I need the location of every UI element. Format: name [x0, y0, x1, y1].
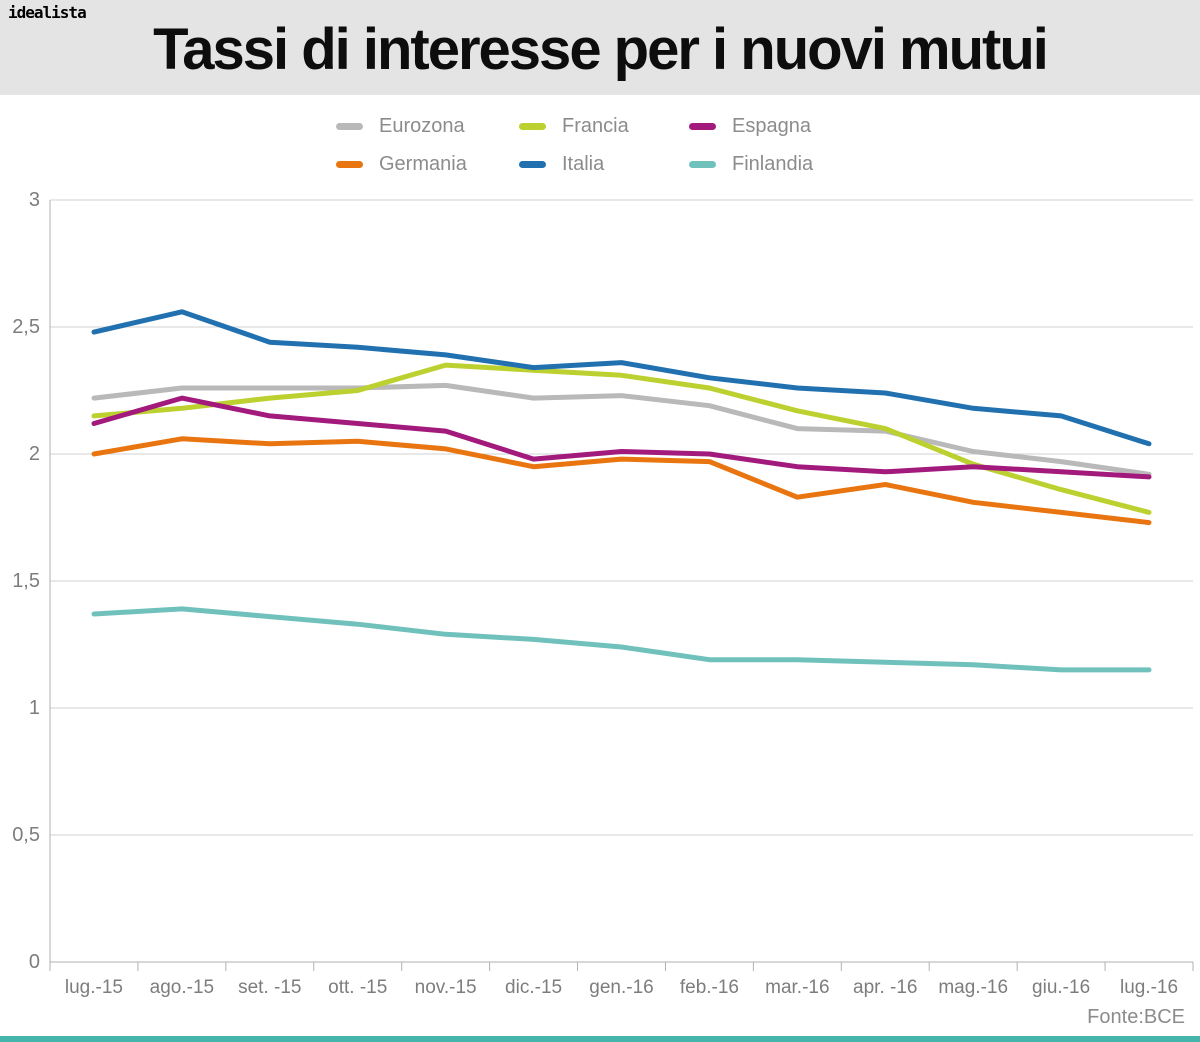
legend-item-germania: Germania	[336, 150, 519, 178]
legend-label: Germania	[379, 152, 467, 175]
x-axis-label: dic.-15	[505, 977, 563, 998]
source-label: Fonte:BCE	[1087, 1006, 1185, 1028]
y-axis-label: 2,5	[12, 316, 40, 338]
legend-swatch-francia	[519, 122, 546, 130]
legend-label: Finlandia	[732, 152, 814, 175]
y-axis-label: 2	[28, 443, 40, 465]
bottom-accent-bar	[0, 1036, 1200, 1042]
y-axis-label: 3	[28, 189, 40, 211]
legend-item-eurozona: Eurozona	[336, 112, 519, 140]
x-axis-label: lug.-15	[64, 977, 123, 998]
series-line-finlandia	[91, 606, 1152, 673]
legend-swatch-germania	[336, 160, 363, 168]
idealista-logo: idealista	[8, 3, 87, 22]
legend-swatch-eurozona	[336, 122, 363, 130]
legend-label: Italia	[562, 152, 605, 175]
x-axis-label: ago.-15	[149, 977, 215, 998]
series-line-eurozona	[91, 382, 1152, 477]
x-axis-label: gen.-16	[589, 977, 654, 998]
y-axis-label: 1,5	[12, 570, 40, 592]
legend: Eurozona Francia Espagna Germania Italia Finl…	[0, 112, 1200, 178]
legend-item-finlandia: Finlandia	[689, 150, 864, 178]
y-axis-label: 0,5	[12, 824, 40, 846]
legend-swatch-italia	[519, 160, 546, 168]
legend-swatch-finlandia	[689, 160, 716, 168]
header-band: idealista Tassi di interesse per i nuovi…	[0, 0, 1200, 95]
legend-label: Espagna	[732, 114, 811, 137]
legend-label: Eurozona	[379, 114, 465, 137]
legend-item-espagna: Espagna	[689, 112, 864, 140]
x-axis-label: nov.-15	[414, 977, 477, 998]
page-title: Tassi di interesse per i nuovi mutui	[153, 17, 1049, 82]
x-axis-label: ott. -15	[328, 977, 388, 998]
y-axis-label: 0	[28, 951, 40, 973]
legend-item-francia: Francia	[519, 112, 689, 140]
x-axis-label: giu.-16	[1032, 977, 1091, 998]
series-line-espagna	[91, 395, 1152, 480]
legend-grid: Eurozona Francia Espagna Germania Italia Finl…	[336, 112, 864, 178]
y-axis-label: 1	[28, 697, 40, 719]
x-axis-label: mag.-16	[938, 977, 1009, 998]
x-axis-label: lug.-16	[1119, 977, 1179, 998]
x-axis-label: mar.-16	[765, 977, 830, 998]
x-axis-label: feb.-16	[679, 977, 739, 998]
legend-label: Francia	[562, 114, 629, 137]
legend-item-italia: Italia	[519, 150, 689, 178]
legend-swatch-espagna	[689, 122, 716, 130]
x-axis-label: apr. -16	[853, 977, 918, 998]
series-line-italia	[91, 309, 1152, 447]
x-axis-label: set. -15	[238, 977, 302, 998]
series-line-germania	[91, 436, 1152, 526]
